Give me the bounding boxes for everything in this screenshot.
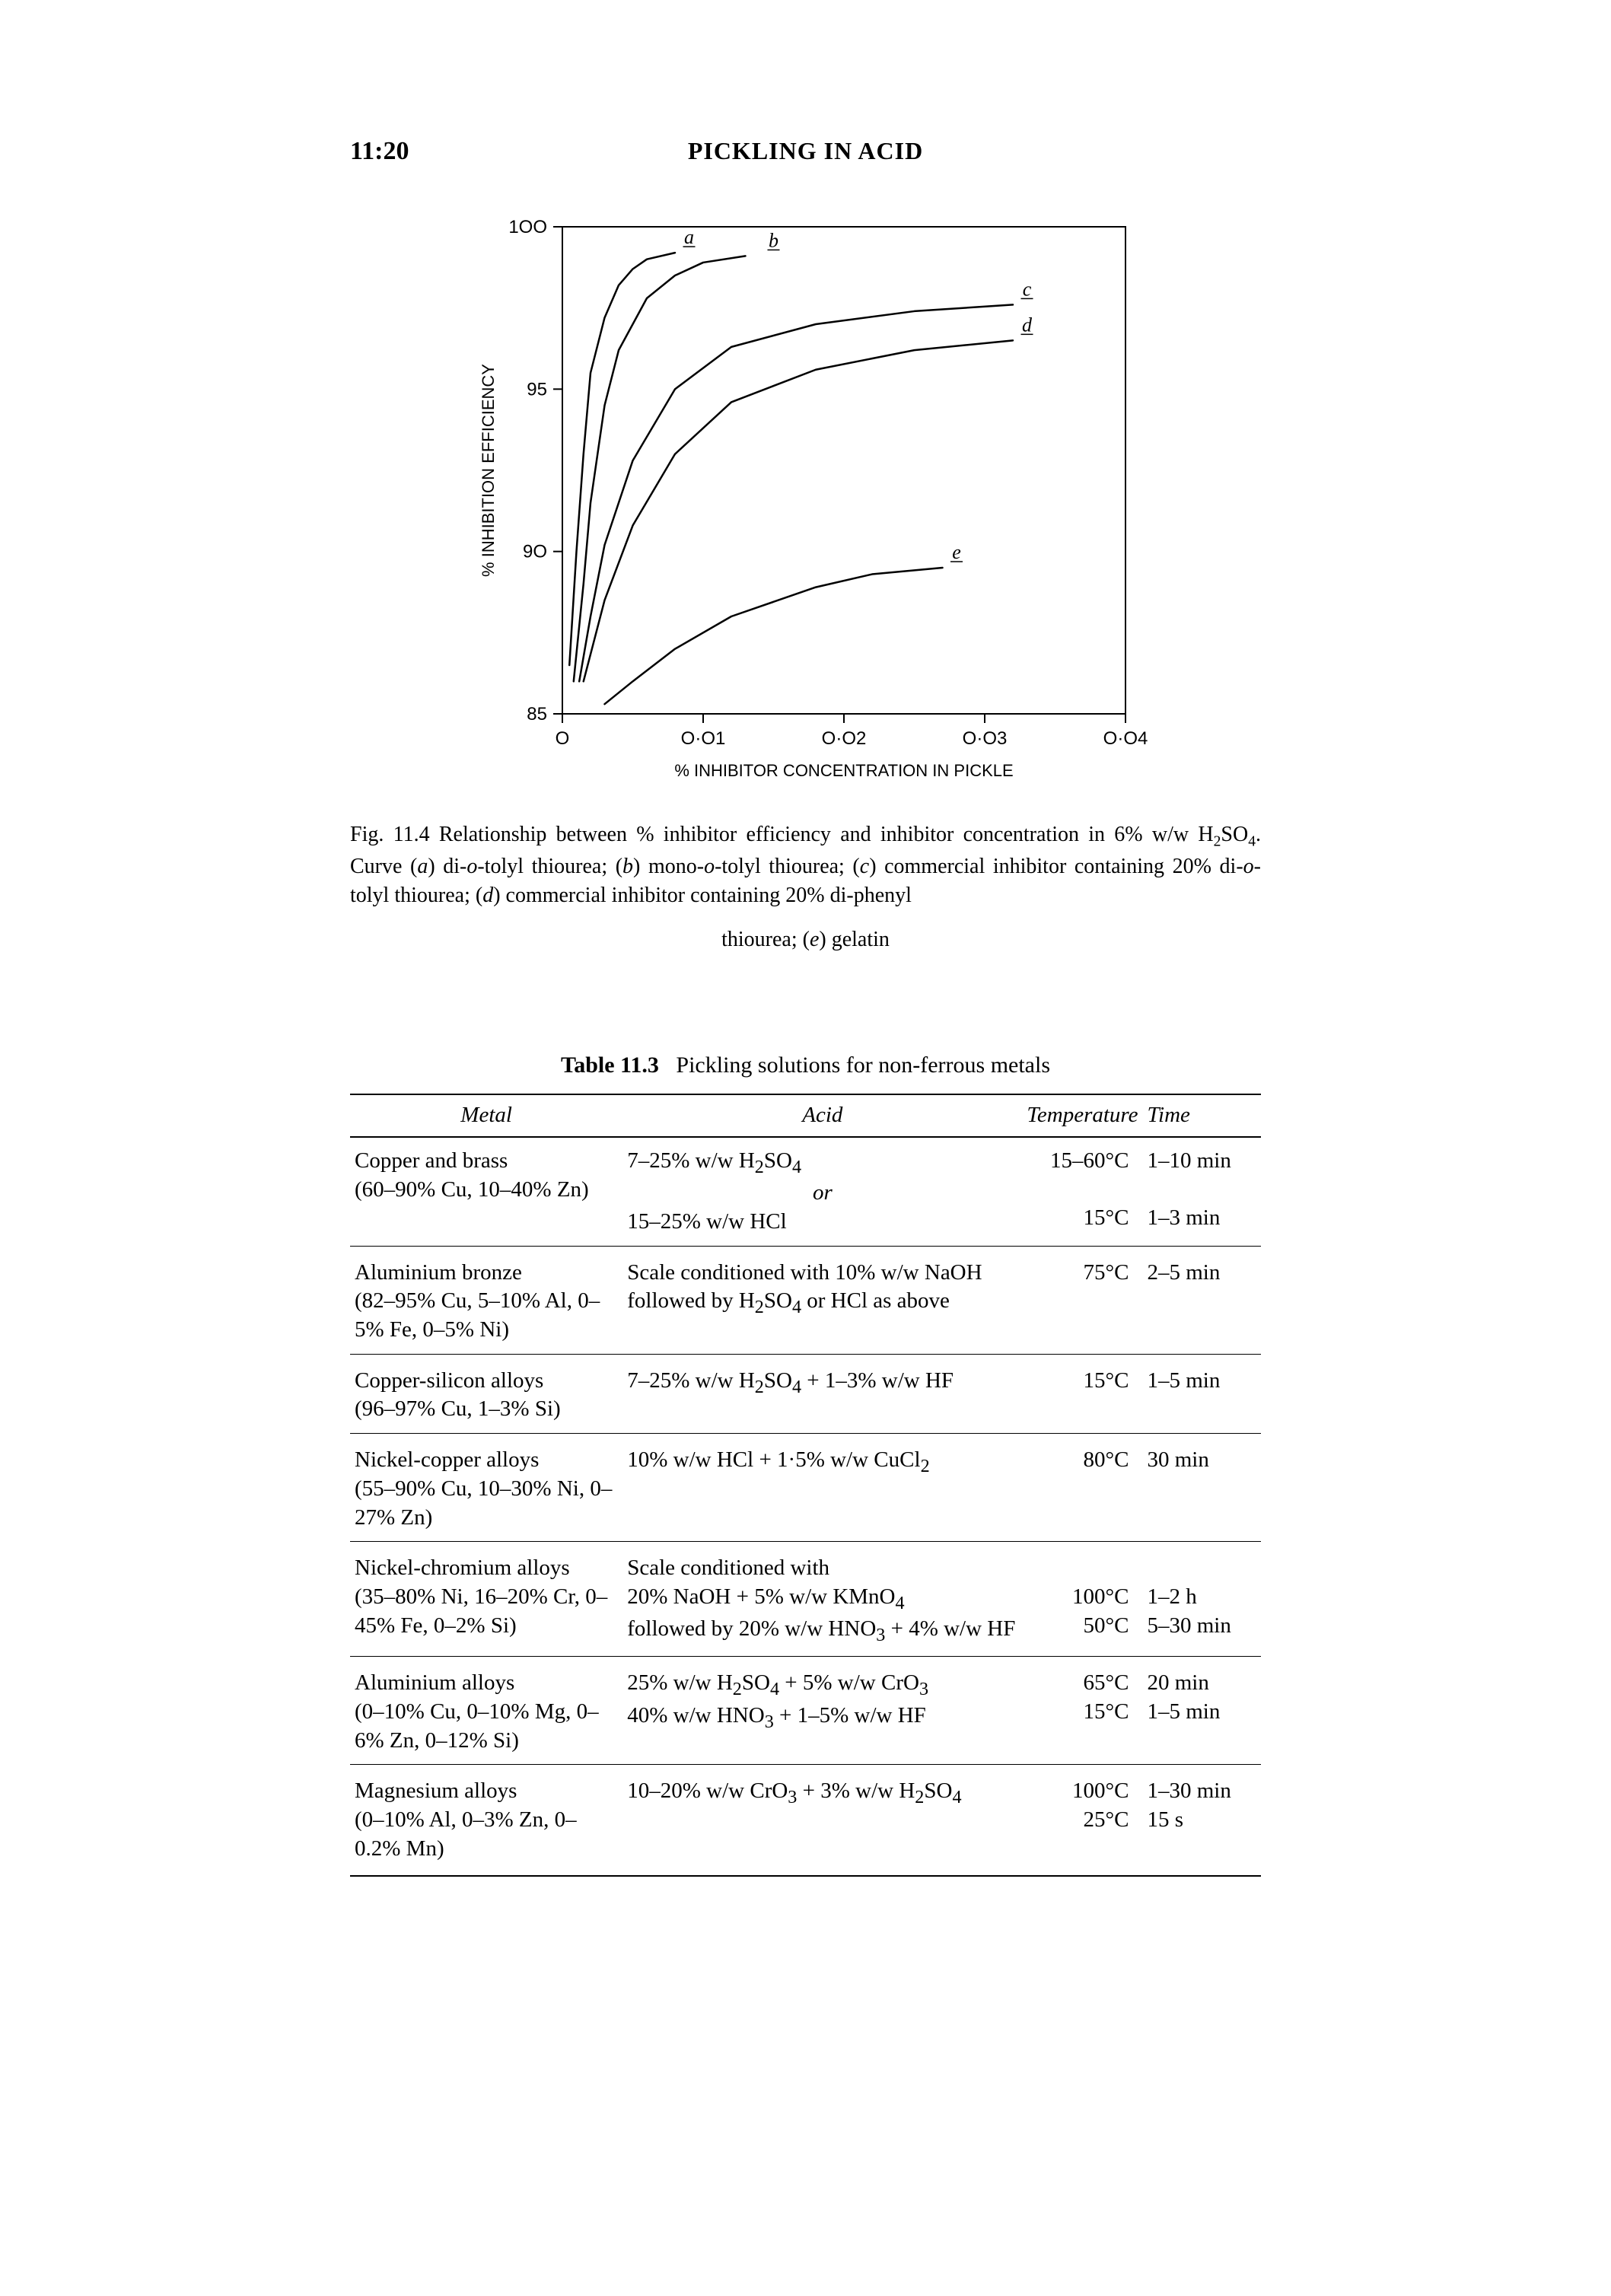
table-row: Magnesium alloys(0–10% Al, 0–3% Zn, 0–0.… xyxy=(350,1765,1261,1877)
svg-text:a: a xyxy=(684,226,694,248)
cell-acid: 7–25% w/w H2SO4or15–25% w/w HCl xyxy=(622,1137,1022,1246)
svg-text:O·O1: O·O1 xyxy=(680,728,725,749)
cell-temperature: 65°C15°C xyxy=(1022,1657,1142,1765)
svg-text:O: O xyxy=(555,728,569,749)
svg-text:9O: 9O xyxy=(522,542,546,562)
cell-time: 1–10 min1–3 min xyxy=(1143,1137,1262,1246)
cell-time: 1–30 min15 s xyxy=(1143,1765,1262,1877)
cell-metal: Aluminium alloys(0–10% Cu, 0–10% Mg, 0–6… xyxy=(350,1657,622,1765)
svg-text:85: 85 xyxy=(527,704,547,724)
svg-text:d: d xyxy=(1022,314,1033,336)
table-row: Copper and brass(60–90% Cu, 10–40% Zn)7–… xyxy=(350,1137,1261,1246)
table-row: Aluminium alloys(0–10% Cu, 0–10% Mg, 0–6… xyxy=(350,1657,1261,1765)
figure-11-4: O O·O1 O·O2 O·O3 O·O4 85 9O 95 1OO % INHIBITOR CO… xyxy=(463,212,1148,790)
svg-text:O·O4: O·O4 xyxy=(1103,728,1148,749)
table-row: Copper-silicon alloys(96–97% Cu, 1–3% Si… xyxy=(350,1354,1261,1433)
table-row: Nickel-chromium alloys(35–80% Ni, 16–20%… xyxy=(350,1542,1261,1657)
cell-time: 1–5 min xyxy=(1143,1354,1262,1433)
table-header-row: Metal Acid Temperature Time xyxy=(350,1094,1261,1137)
svg-text:95: 95 xyxy=(527,379,547,400)
th-time: Time xyxy=(1143,1094,1262,1137)
cell-temperature: 100°C25°C xyxy=(1022,1765,1142,1877)
cell-metal: Nickel-chromium alloys(35–80% Ni, 16–20%… xyxy=(350,1542,622,1657)
table-title: Table 11.3 Pickling solutions for non-fe… xyxy=(350,1052,1261,1078)
th-acid: Acid xyxy=(622,1094,1022,1137)
caption-text-1: Fig. 11.4 Relationship between % inhibit… xyxy=(350,823,1214,846)
svg-text:% INHIBITION EFFICIENCY: % INHIBITION EFFICIENCY xyxy=(479,364,498,577)
cell-acid: 25% w/w H2SO4 + 5% w/w CrO340% w/w HNO3 … xyxy=(622,1657,1022,1765)
cell-metal: Magnesium alloys(0–10% Al, 0–3% Zn, 0–0.… xyxy=(350,1765,622,1877)
cell-metal: Copper-silicon alloys(96–97% Cu, 1–3% Si… xyxy=(350,1354,622,1433)
cell-temperature: 15°C xyxy=(1022,1354,1142,1433)
pickling-solutions-table: Metal Acid Temperature Time Copper and b… xyxy=(350,1094,1261,1877)
cell-acid: 7–25% w/w H2SO4 + 1–3% w/w HF xyxy=(622,1354,1022,1433)
svg-text:O·O2: O·O2 xyxy=(821,728,866,749)
page-number: 11:20 xyxy=(350,137,409,166)
svg-text:c: c xyxy=(1022,278,1031,300)
cell-acid: Scale conditioned with20% NaOH + 5% w/w … xyxy=(622,1542,1022,1657)
th-temperature: Temperature xyxy=(1022,1094,1142,1137)
cell-time: 1–2 h5–30 min xyxy=(1143,1542,1262,1657)
cell-temperature: 100°C50°C xyxy=(1022,1542,1142,1657)
inhibition-efficiency-chart: O O·O1 O·O2 O·O3 O·O4 85 9O 95 1OO % INHIBITOR CO… xyxy=(463,212,1148,790)
cell-time: 20 min1–5 min xyxy=(1143,1657,1262,1765)
cell-metal: Nickel-copper alloys(55–90% Cu, 10–30% N… xyxy=(350,1434,622,1542)
cell-acid: Scale conditioned with 10% w/w NaOH foll… xyxy=(622,1246,1022,1354)
svg-text:b: b xyxy=(769,229,778,251)
cell-metal: Copper and brass(60–90% Cu, 10–40% Zn) xyxy=(350,1137,622,1246)
cell-temperature: 15–60°C15°C xyxy=(1022,1137,1142,1246)
svg-text:1OO: 1OO xyxy=(508,217,547,237)
figure-caption-line2: thiourea; (e) gelatin xyxy=(350,925,1261,954)
caption-text-2: SO xyxy=(1221,823,1248,846)
table-row: Nickel-copper alloys(55–90% Cu, 10–30% N… xyxy=(350,1434,1261,1542)
table-title-text: Pickling solutions for non-ferrous metal… xyxy=(676,1052,1050,1078)
cell-time: 30 min xyxy=(1143,1434,1262,1542)
svg-text:e: e xyxy=(952,541,961,563)
cell-time: 2–5 min xyxy=(1143,1246,1262,1354)
table-row: Aluminium bronze(82–95% Cu, 5–10% Al, 0–… xyxy=(350,1246,1261,1354)
page-title: PICKLING IN ACID xyxy=(688,137,923,165)
svg-text:O·O3: O·O3 xyxy=(962,728,1007,749)
caption-sub-2: 4 xyxy=(1248,834,1256,850)
caption-text-4: thiourea; (e) gelatin xyxy=(721,928,890,951)
svg-text:% INHIBITOR CONCENTRATION IN P: % INHIBITOR CONCENTRATION IN PICKLE xyxy=(674,761,1013,780)
page-header: 11:20 PICKLING IN ACID xyxy=(350,137,1261,166)
figure-caption: Fig. 11.4 Relationship between % inhibit… xyxy=(350,820,1261,910)
cell-acid: 10% w/w HCl + 1·5% w/w CuCl2 xyxy=(622,1434,1022,1542)
cell-metal: Aluminium bronze(82–95% Cu, 5–10% Al, 0–… xyxy=(350,1246,622,1354)
th-metal: Metal xyxy=(350,1094,622,1137)
cell-temperature: 80°C xyxy=(1022,1434,1142,1542)
caption-sub-1: 2 xyxy=(1214,834,1221,850)
cell-temperature: 75°C xyxy=(1022,1246,1142,1354)
cell-acid: 10–20% w/w CrO3 + 3% w/w H2SO4 xyxy=(622,1765,1022,1877)
table-number: Table 11.3 xyxy=(561,1052,659,1078)
